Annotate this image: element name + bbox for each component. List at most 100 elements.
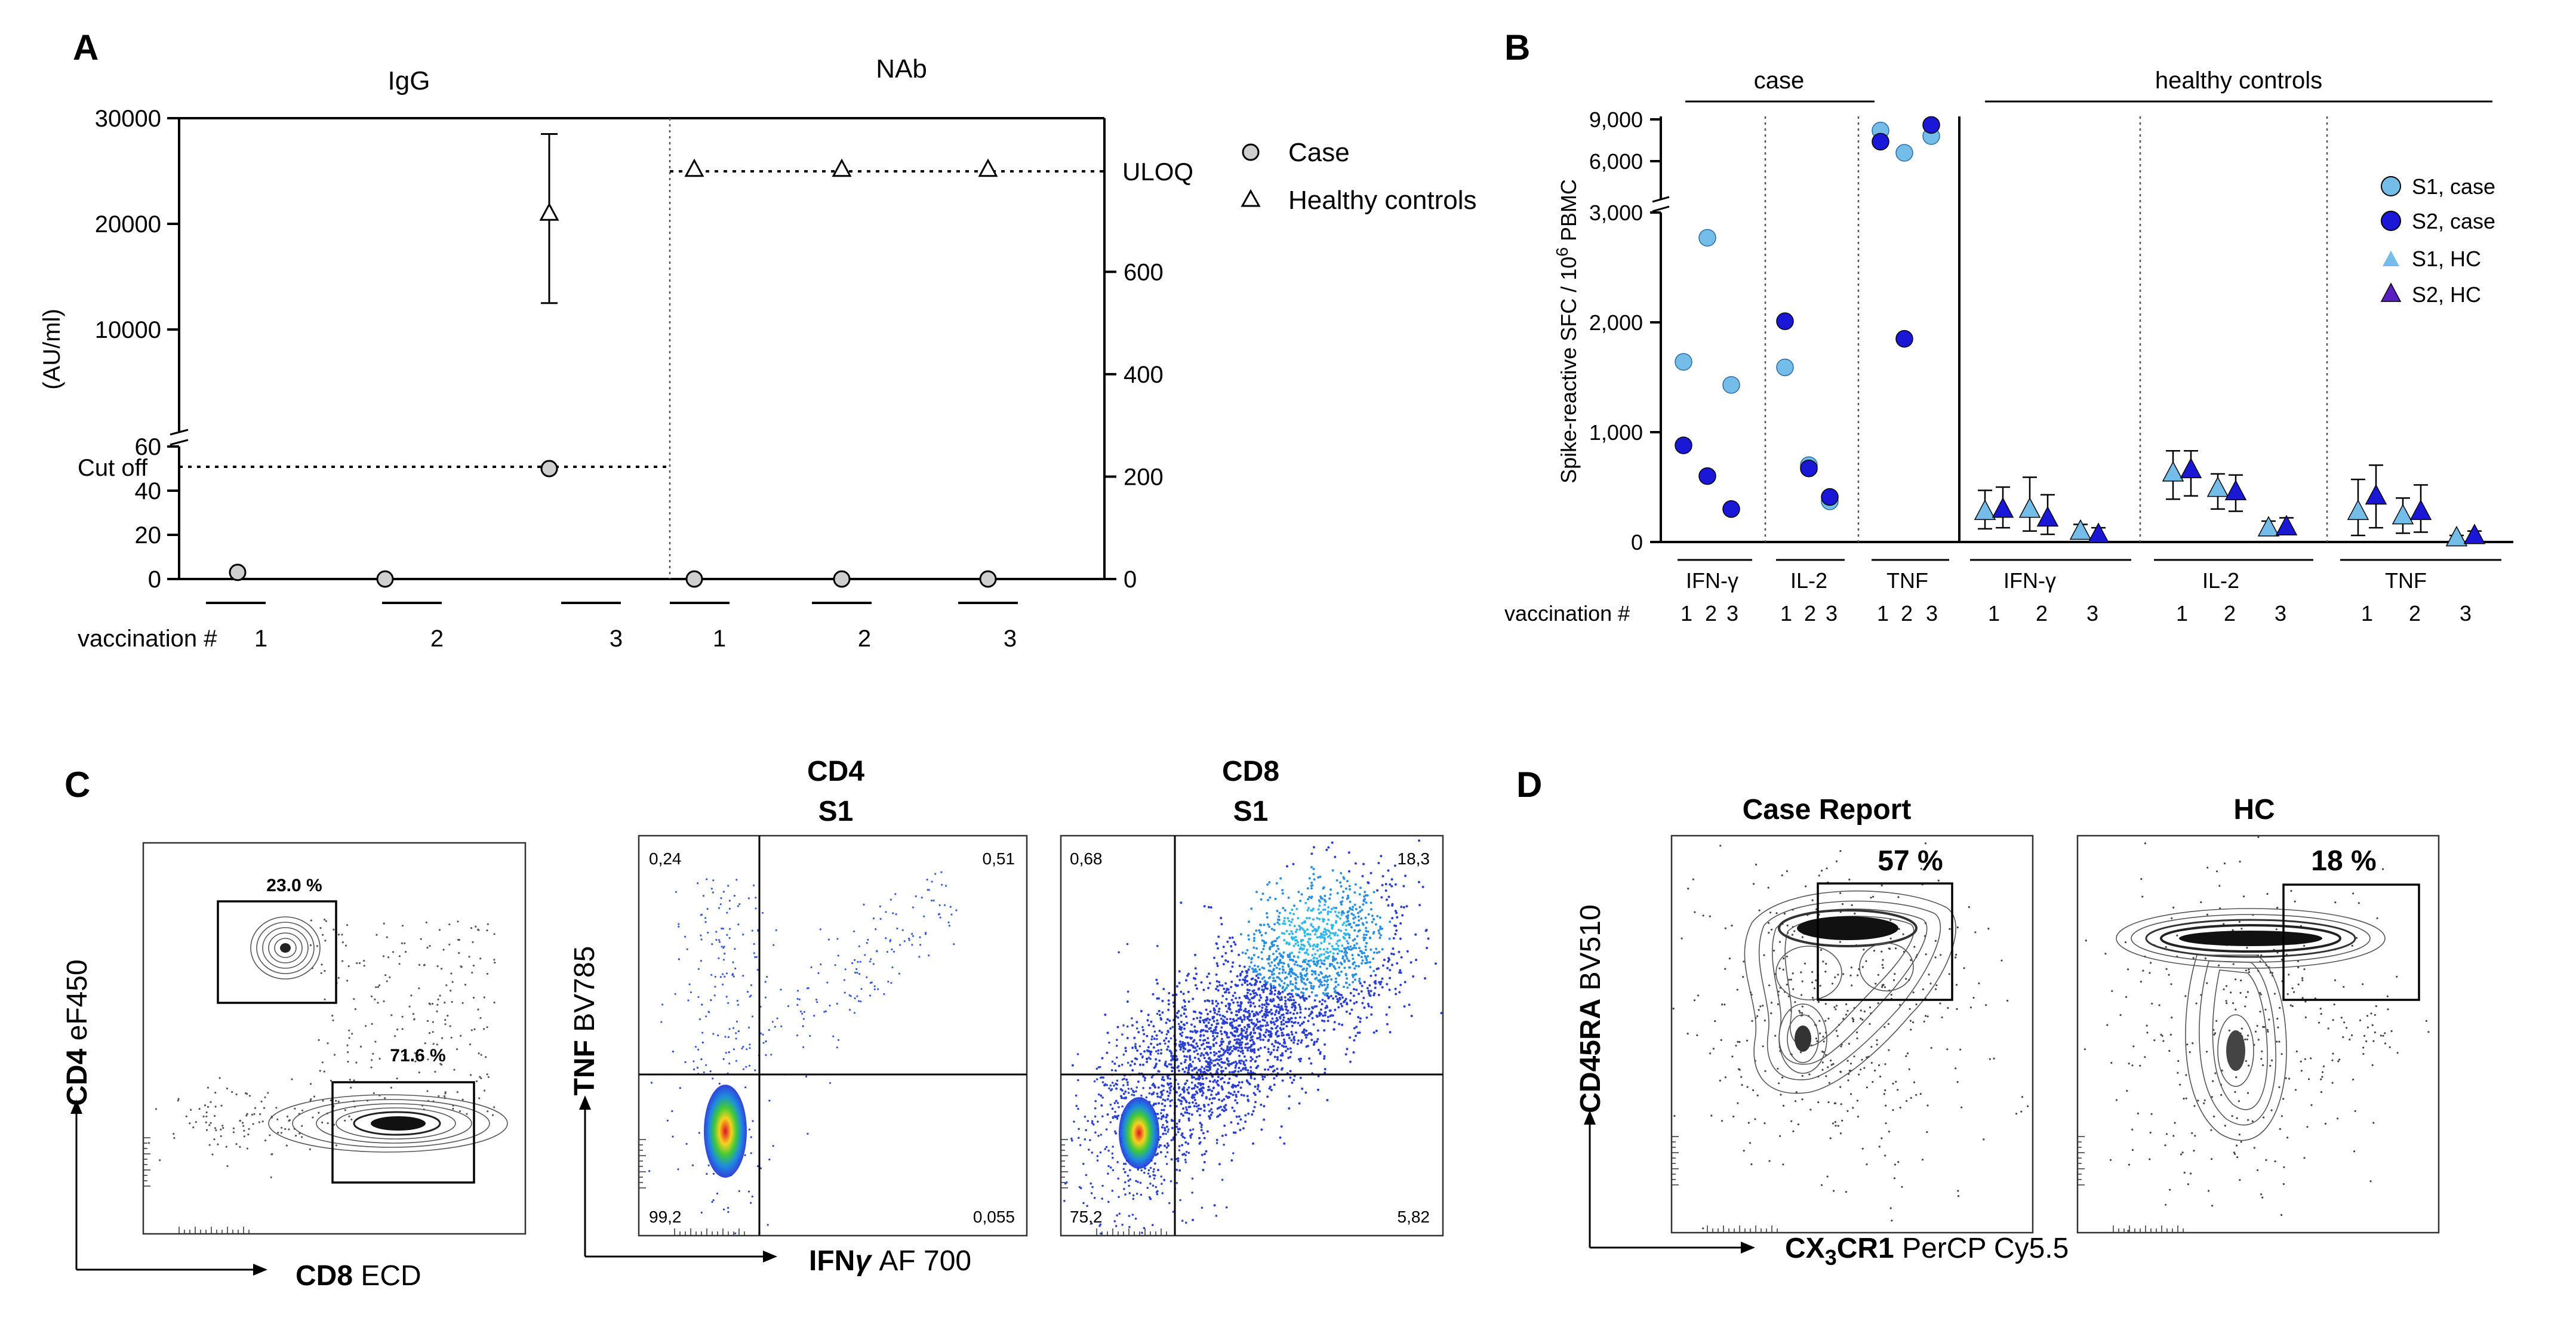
event-dot bbox=[1301, 1022, 1304, 1025]
event-dot bbox=[1910, 1097, 1912, 1099]
event-dot bbox=[1226, 1010, 1229, 1013]
event-dot bbox=[2279, 1128, 2281, 1130]
event-dot bbox=[1309, 933, 1312, 936]
event-dot bbox=[707, 931, 709, 934]
event-dot bbox=[1421, 885, 1424, 888]
event-dot bbox=[927, 889, 929, 891]
event-dot bbox=[798, 998, 801, 1000]
event-dot bbox=[1215, 1005, 1218, 1008]
event-dot bbox=[1225, 997, 1228, 1000]
event-dot bbox=[1910, 959, 1912, 961]
event-dot bbox=[953, 943, 955, 946]
event-dot bbox=[1324, 908, 1327, 911]
event-dot bbox=[1259, 1028, 1262, 1031]
event-dot bbox=[1849, 974, 1852, 977]
event-dot bbox=[915, 895, 917, 898]
event-dot bbox=[1323, 959, 1326, 962]
event-dot bbox=[1092, 1123, 1095, 1126]
event-dot bbox=[891, 966, 894, 969]
event-dot bbox=[1393, 864, 1396, 867]
event-dot bbox=[1955, 953, 1958, 956]
event-dot bbox=[1355, 1000, 1358, 1003]
event-dot bbox=[1294, 977, 1297, 980]
event-dot bbox=[1250, 961, 1253, 964]
event-dot bbox=[890, 898, 892, 901]
event-dot bbox=[1983, 1138, 1985, 1141]
event-dot bbox=[802, 1025, 804, 1027]
event-dot bbox=[1842, 1018, 1845, 1020]
event-dot bbox=[1131, 1024, 1134, 1027]
event-dot bbox=[1202, 1091, 1205, 1094]
case-point-s1 bbox=[1722, 376, 1740, 394]
event-dot bbox=[1238, 1044, 1241, 1046]
event-dot bbox=[726, 934, 728, 936]
event-dot bbox=[1311, 929, 1314, 932]
event-dot bbox=[1107, 1200, 1110, 1203]
event-dot bbox=[1202, 1029, 1205, 1031]
event-dot bbox=[1673, 1114, 1676, 1117]
event-dot bbox=[1737, 1102, 1739, 1104]
event-dot bbox=[346, 1044, 349, 1046]
event-dot bbox=[1845, 1003, 1848, 1005]
event-dot bbox=[1308, 877, 1311, 880]
event-dot bbox=[1861, 1018, 1864, 1021]
event-dot bbox=[2172, 906, 2175, 909]
c-gate-cd8[interactable] bbox=[331, 1081, 475, 1184]
event-dot bbox=[1335, 921, 1337, 924]
hc-tick-label: 2 bbox=[2036, 601, 2048, 626]
event-dot bbox=[2245, 996, 2247, 998]
event-dot bbox=[390, 1086, 393, 1089]
event-dot bbox=[1849, 1093, 1852, 1095]
event-dot bbox=[949, 906, 952, 908]
event-dot bbox=[1329, 932, 1332, 935]
event-dot bbox=[1199, 1021, 1202, 1024]
event-dot bbox=[1213, 1204, 1216, 1207]
event-dot bbox=[1395, 925, 1398, 928]
event-dot bbox=[1296, 963, 1299, 966]
event-dot bbox=[1248, 1014, 1251, 1017]
event-dot bbox=[1357, 953, 1360, 956]
event-dot bbox=[1267, 898, 1270, 901]
event-dot bbox=[2282, 1098, 2285, 1100]
event-dot bbox=[1149, 1053, 1152, 1056]
event-dot bbox=[1292, 1002, 1295, 1005]
event-dot bbox=[1233, 1091, 1236, 1094]
event-dot bbox=[1347, 948, 1350, 951]
event-dot bbox=[1087, 1120, 1090, 1122]
event-dot bbox=[1285, 941, 1288, 944]
event-dot bbox=[1289, 1070, 1292, 1073]
event-dot bbox=[1278, 915, 1281, 918]
event-dot bbox=[1402, 885, 1405, 888]
event-dot bbox=[1241, 1037, 1244, 1040]
event-dot bbox=[1257, 977, 1260, 980]
c-gate-cd4[interactable] bbox=[217, 900, 337, 1004]
event-dot bbox=[1142, 1075, 1145, 1078]
event-dot bbox=[1861, 966, 1864, 968]
event-dot bbox=[472, 996, 475, 999]
event-dot bbox=[858, 973, 861, 975]
event-dot bbox=[239, 1146, 241, 1148]
event-dot bbox=[1123, 1077, 1125, 1080]
event-dot bbox=[1272, 953, 1275, 956]
d-plot2-gate[interactable] bbox=[2282, 883, 2420, 1001]
event-dot bbox=[768, 1100, 771, 1102]
event-dot bbox=[1752, 1089, 1755, 1091]
d-plot2-events bbox=[2083, 836, 2430, 1232]
event-dot bbox=[1223, 1020, 1226, 1023]
d-plot1-gate[interactable] bbox=[1817, 882, 1953, 1001]
event-dot bbox=[762, 1042, 765, 1044]
event-dot bbox=[2324, 1122, 2326, 1125]
event-dot bbox=[1355, 924, 1358, 927]
event-dot bbox=[1934, 956, 1937, 959]
event-dot bbox=[702, 895, 705, 897]
event-dot bbox=[1299, 1076, 1302, 1079]
event-dot bbox=[243, 1129, 245, 1132]
event-dot bbox=[1193, 1076, 1195, 1079]
event-dot bbox=[1247, 1001, 1250, 1004]
event-dot bbox=[1724, 1076, 1726, 1079]
event-dot bbox=[1223, 1106, 1226, 1109]
event-dot bbox=[436, 1003, 439, 1006]
event-dot bbox=[1259, 1024, 1262, 1027]
event-dot bbox=[205, 1129, 208, 1131]
event-dot bbox=[1236, 1028, 1239, 1031]
